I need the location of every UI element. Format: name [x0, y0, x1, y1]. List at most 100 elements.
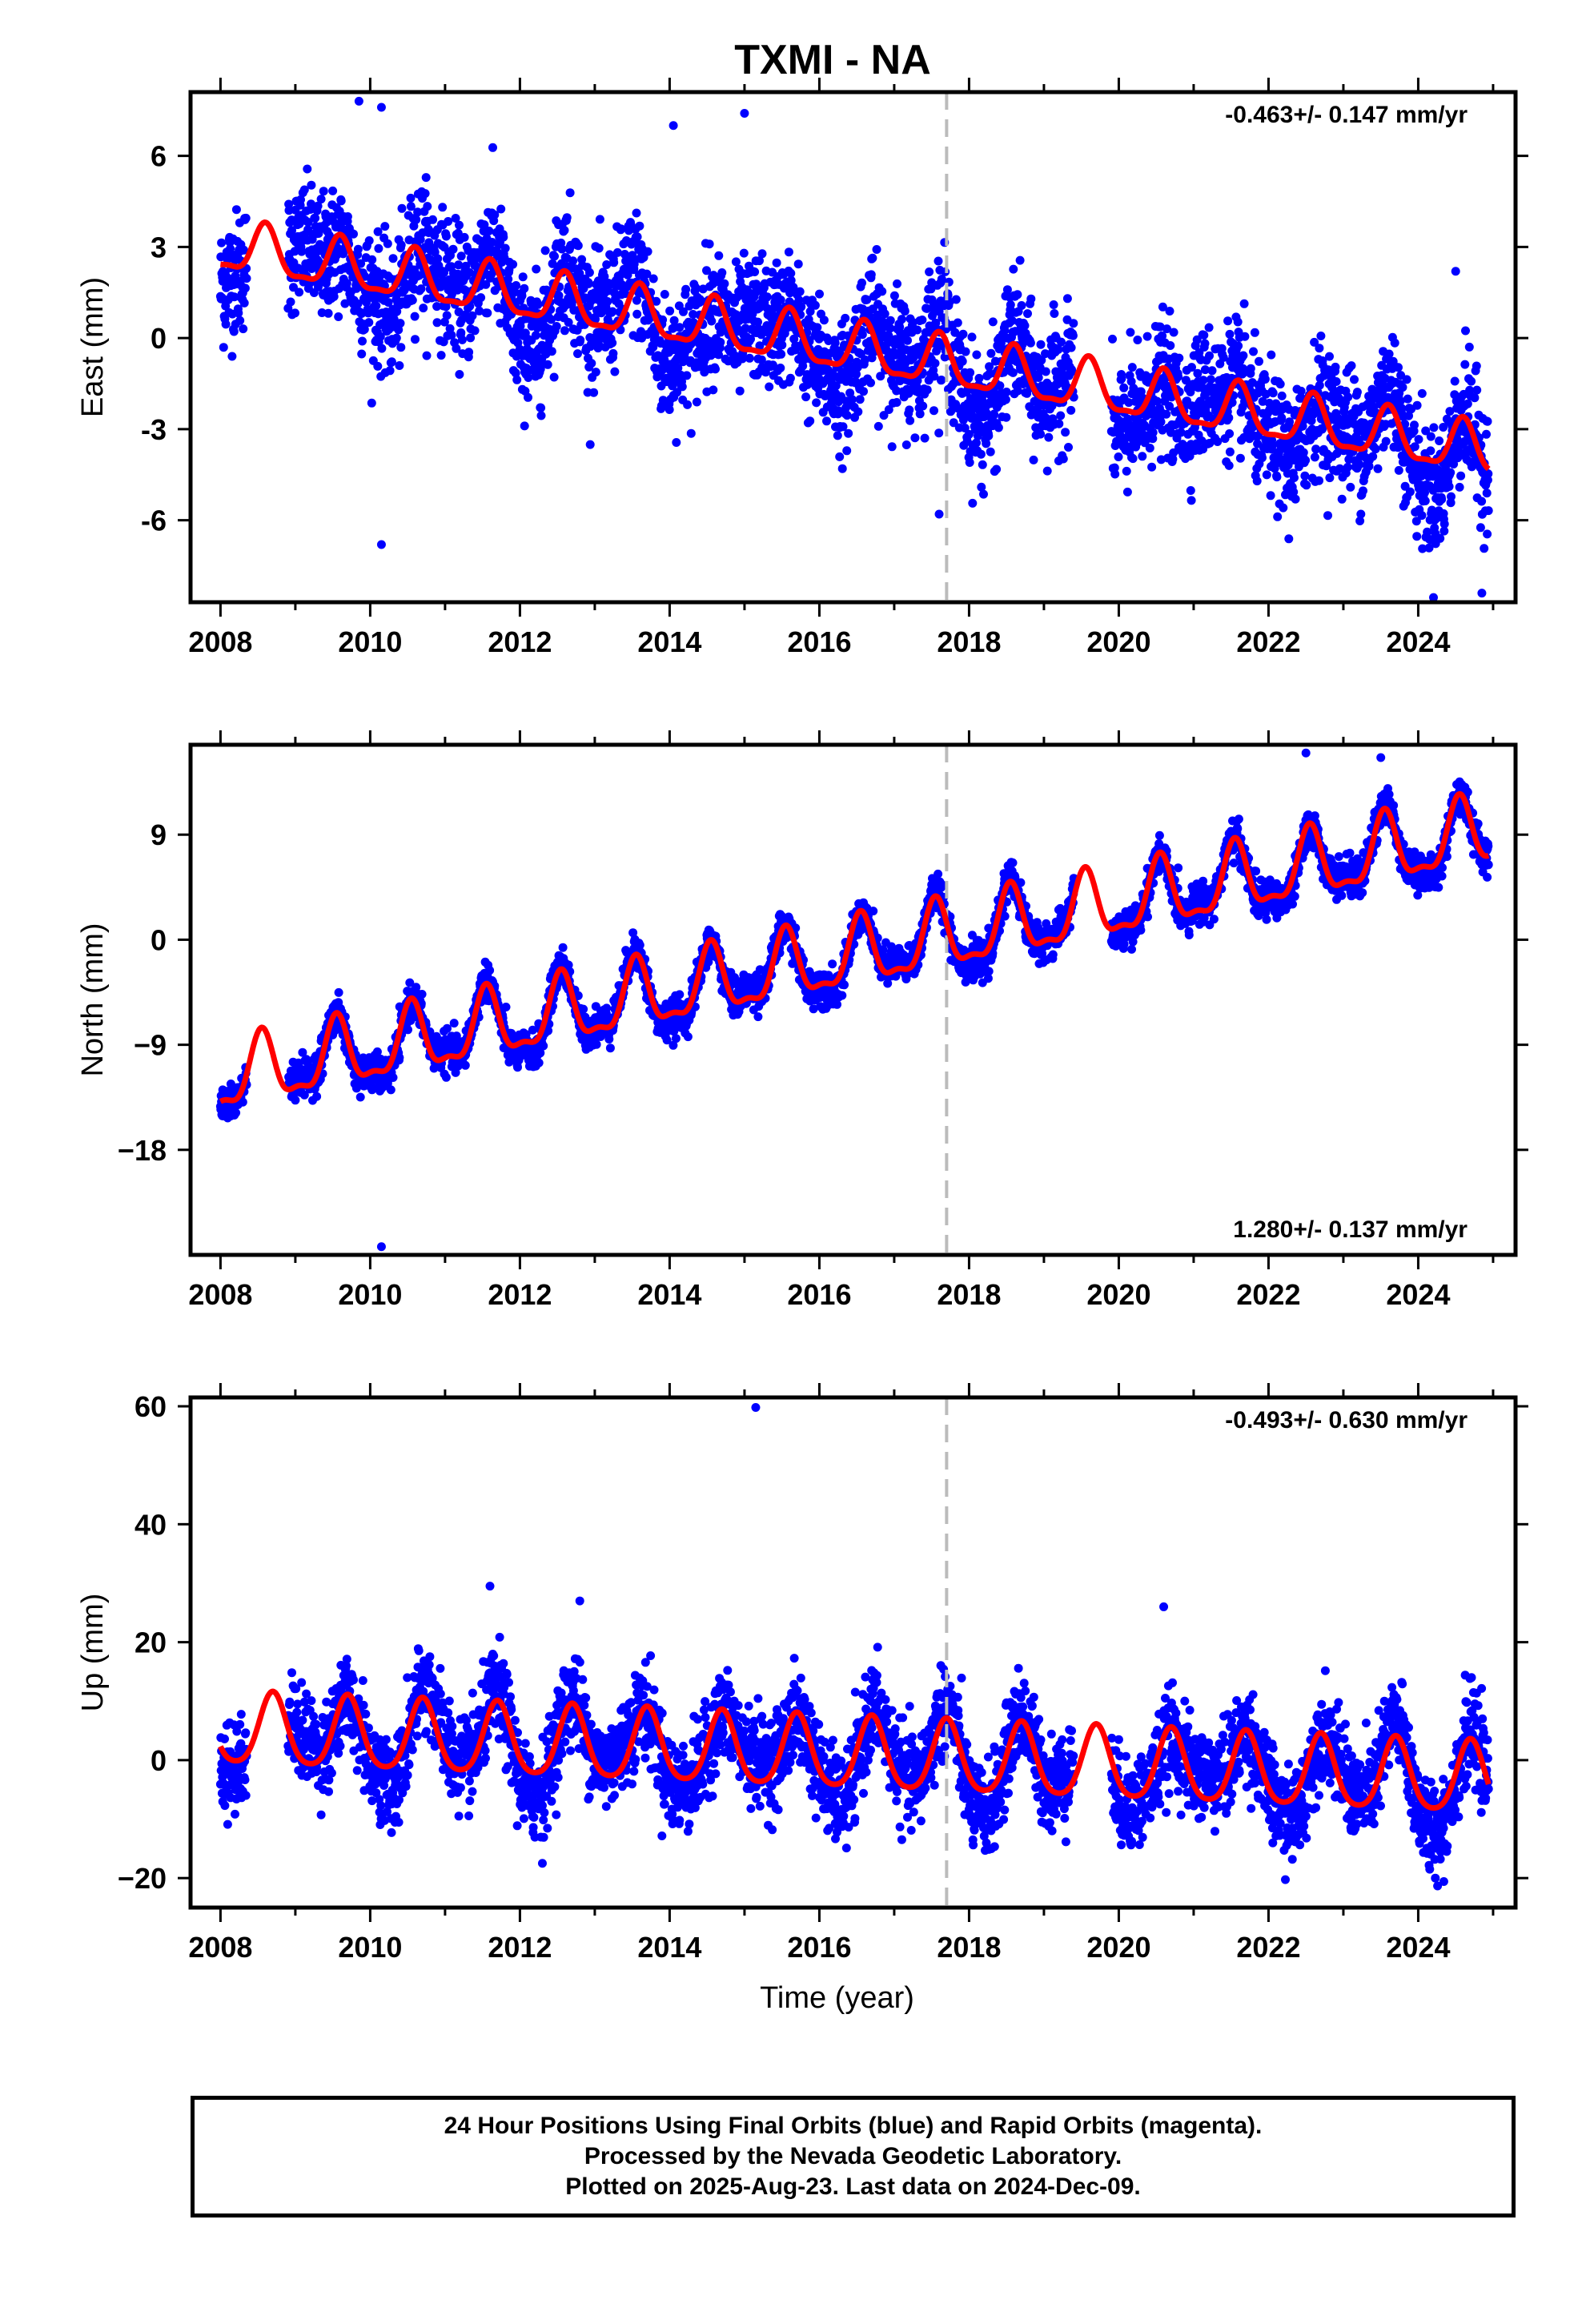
- data-point: [801, 392, 811, 402]
- data-point: [1008, 368, 1018, 377]
- data-point: [717, 268, 727, 277]
- data-point: [1455, 482, 1464, 492]
- data-point: [608, 348, 618, 358]
- data-point: [632, 208, 641, 218]
- data-point: [866, 378, 875, 388]
- data-point: [395, 361, 404, 370]
- data-point: [835, 452, 845, 461]
- data-point: [776, 364, 785, 372]
- data-point: [602, 260, 612, 269]
- data-point: [805, 307, 815, 316]
- data-point: [985, 362, 994, 372]
- data-point: [716, 337, 725, 347]
- data-point: [677, 382, 687, 392]
- data-point: [303, 164, 312, 174]
- data-point: [720, 279, 729, 288]
- data-point: [857, 330, 867, 340]
- data-point: [531, 331, 540, 340]
- data-point: [1284, 534, 1294, 544]
- data-point: [1186, 496, 1196, 505]
- data-point: [573, 241, 583, 251]
- data-point: [887, 442, 897, 452]
- data-point: [930, 372, 939, 381]
- data-point: [1233, 317, 1243, 327]
- data-point: [466, 333, 476, 343]
- data-point: [1166, 341, 1175, 350]
- data-point: [859, 387, 868, 396]
- data-point: [440, 267, 449, 277]
- data-point: [1482, 429, 1491, 439]
- data-point: [930, 359, 940, 368]
- data-point: [1156, 417, 1166, 427]
- data-point: [499, 232, 508, 242]
- data-point: [964, 429, 974, 439]
- x-tick-label: 2024: [1386, 625, 1450, 658]
- data-point: [880, 309, 889, 319]
- data-point: [1260, 375, 1270, 384]
- data-point: [336, 196, 346, 206]
- data-point: [608, 338, 617, 348]
- data-point: [1225, 429, 1235, 438]
- data-point: [488, 238, 497, 247]
- data-point: [905, 416, 915, 425]
- data-point: [1350, 375, 1359, 384]
- data-point: [642, 269, 652, 279]
- data-point: [377, 344, 387, 353]
- data-point: [958, 329, 968, 339]
- data-point: [681, 284, 691, 294]
- data-point: [1165, 401, 1174, 411]
- x-tick-label: 2010: [338, 625, 402, 658]
- data-point: [1013, 386, 1022, 396]
- data-point: [227, 352, 237, 361]
- data-point: [1147, 462, 1157, 472]
- y-tick-label: -3: [141, 413, 167, 446]
- data-point: [1277, 391, 1287, 400]
- data-point: [230, 292, 239, 302]
- data-point: [1331, 377, 1341, 386]
- data-point: [885, 324, 895, 333]
- data-point: [464, 348, 474, 357]
- data-point: [286, 297, 295, 307]
- data-point: [1472, 361, 1481, 371]
- data-point: [404, 1025, 412, 1035]
- data-point: [242, 274, 251, 283]
- data-point: [520, 421, 529, 431]
- data-point: [584, 279, 593, 288]
- data-point: [524, 392, 532, 402]
- data-point: [922, 385, 932, 395]
- data-point: [316, 195, 326, 204]
- data-point: [374, 243, 383, 253]
- data-point: [1145, 444, 1154, 452]
- data-point: [872, 245, 881, 254]
- data-point: [686, 428, 696, 438]
- data-point: [411, 335, 420, 344]
- data-point: [312, 1092, 322, 1101]
- data-point: [239, 324, 248, 334]
- data-point: [675, 323, 685, 332]
- data-point: [342, 279, 351, 288]
- data-point: [608, 307, 617, 316]
- data-point: [673, 388, 682, 397]
- data-point: [709, 385, 718, 395]
- data-point: [967, 332, 977, 342]
- data-point: [635, 221, 644, 231]
- data-point: [449, 1019, 459, 1028]
- data-point: [380, 222, 390, 231]
- data-point: [340, 299, 350, 308]
- data-point: [387, 357, 396, 367]
- data-point: [1435, 436, 1444, 445]
- data-point: [786, 268, 796, 278]
- data-point: [375, 332, 385, 341]
- data-point: [1114, 452, 1123, 461]
- outlier-point: [934, 509, 944, 519]
- x-tick-label: 2020: [1086, 625, 1150, 658]
- data-point: [1275, 380, 1285, 389]
- data-point: [855, 395, 865, 404]
- data-point: [383, 239, 392, 248]
- outlier-point: [1477, 589, 1487, 598]
- data-point: [413, 207, 423, 217]
- data-point: [798, 361, 808, 371]
- data-point: [438, 203, 448, 212]
- data-point: [861, 355, 869, 364]
